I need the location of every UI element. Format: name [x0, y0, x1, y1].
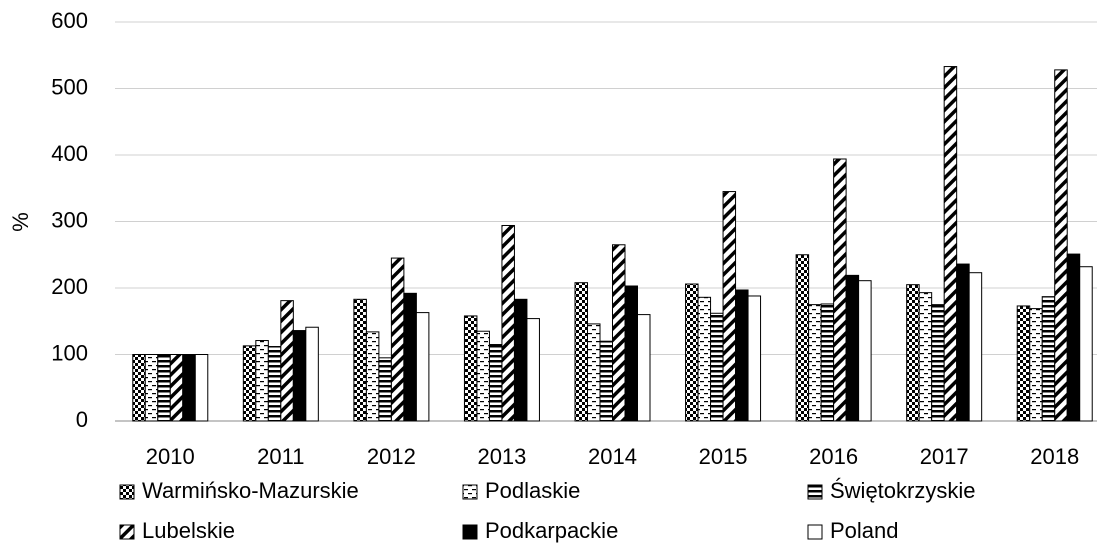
bar: [808, 304, 822, 422]
bar: [685, 283, 699, 422]
bar: [747, 295, 762, 422]
legend-swatch: [119, 484, 135, 500]
legend-label: Poland: [830, 518, 899, 543]
bar: [169, 354, 184, 422]
bar: [968, 272, 983, 422]
bar: [833, 158, 847, 422]
legend-swatch: [119, 524, 135, 540]
y-axis-label: %: [8, 212, 33, 232]
legend-swatch: [807, 524, 823, 540]
y-tick-label: 0: [76, 407, 88, 432]
bar: [144, 354, 159, 422]
bar: [943, 66, 958, 422]
bar: [820, 303, 835, 422]
bar: [906, 284, 920, 422]
bar: [1041, 296, 1056, 422]
bar: [710, 312, 724, 422]
x-tick-label: 2011: [257, 444, 304, 469]
legend-label: Lubelskie: [142, 518, 235, 543]
bar: [132, 354, 146, 422]
bar: [697, 296, 712, 422]
bar: [735, 289, 749, 422]
bar: [415, 312, 430, 422]
y-tick-label: 100: [51, 340, 88, 365]
x-tick-label: 2017: [920, 444, 969, 469]
x-tick-label: 2016: [809, 444, 858, 469]
bar: [599, 340, 613, 422]
y-tick-label: 400: [51, 141, 88, 166]
bar: [574, 282, 588, 422]
bar: [182, 354, 196, 422]
bar: [463, 315, 478, 422]
y-tick-label: 300: [51, 207, 88, 232]
bar: [1016, 305, 1031, 422]
bar: [624, 285, 638, 422]
bar: [612, 244, 626, 422]
bar: [242, 345, 257, 422]
bar: [476, 330, 490, 422]
bar: [255, 340, 269, 422]
bar: [931, 304, 945, 422]
bar: [637, 314, 651, 422]
legend-swatch: [807, 484, 823, 500]
bar: [1054, 69, 1068, 422]
bar: [378, 357, 392, 422]
bar: [795, 254, 810, 422]
bar: [587, 323, 601, 422]
legend-label: Podlaskie: [485, 478, 580, 503]
y-tick-label: 200: [51, 274, 88, 299]
bar: [390, 257, 405, 422]
bar: [858, 280, 872, 422]
bar: [513, 298, 528, 422]
bar: [918, 292, 933, 422]
bar: [488, 344, 503, 422]
legend-label: Podkarpackie: [485, 518, 618, 543]
bar: [722, 191, 737, 422]
y-tick-label: 600: [51, 8, 88, 33]
bar: [365, 331, 380, 422]
y-tick-label: 500: [51, 74, 88, 99]
bar: [501, 224, 515, 422]
legend-swatch: [462, 524, 478, 540]
bar: [305, 326, 319, 422]
x-tick-label: 2012: [367, 444, 416, 469]
bar: [526, 318, 540, 422]
bar: [1079, 266, 1093, 422]
legend-label: Warmińsko-Mazurskie: [142, 478, 359, 503]
x-tick-label: 2013: [477, 444, 526, 469]
bar: [1066, 253, 1081, 422]
bar: [956, 263, 970, 422]
bar: [280, 300, 294, 422]
x-tick-label: 2010: [146, 444, 195, 469]
bar: [403, 292, 417, 422]
bar: [353, 298, 367, 422]
bar: [194, 354, 209, 422]
bar: [267, 346, 282, 422]
legend-label: Świętokrzyskie: [830, 478, 975, 503]
bar: [292, 330, 307, 422]
legend-swatch: [462, 484, 478, 500]
bar: [157, 354, 171, 422]
x-tick-label: 2018: [1030, 444, 1079, 469]
x-tick-label: 2014: [588, 444, 637, 469]
bar: [845, 274, 860, 422]
x-tick-label: 2015: [699, 444, 748, 469]
bar: [1029, 308, 1043, 422]
